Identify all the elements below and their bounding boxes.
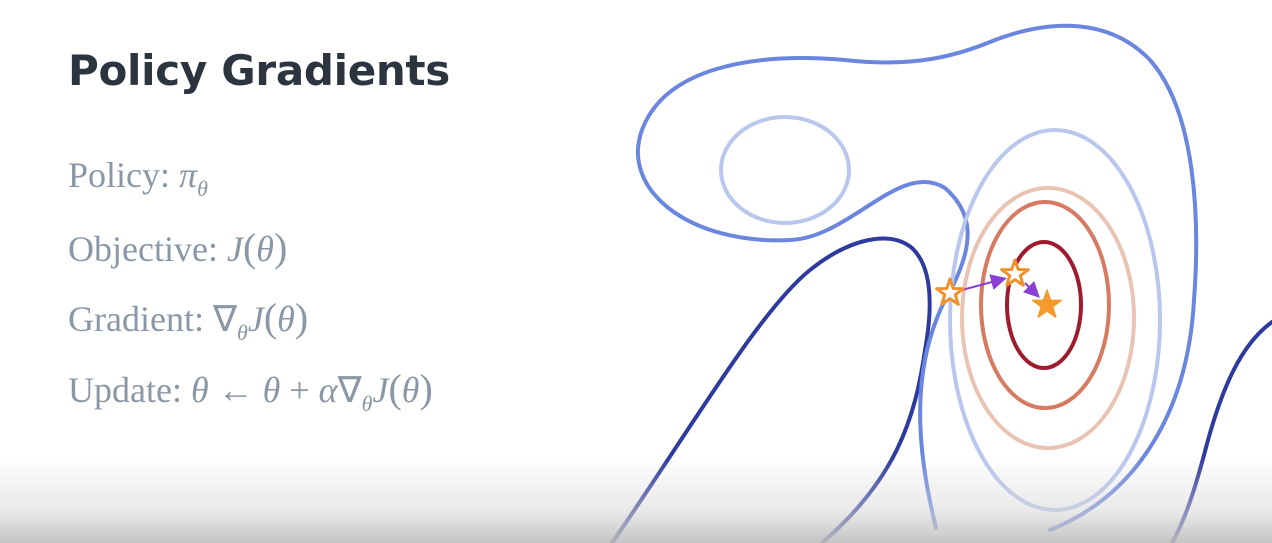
equation-policy: Policy: πθ	[68, 155, 208, 200]
equation-label: Objective:	[68, 229, 218, 269]
contour-line-outer-left	[610, 236, 932, 543]
arrow-icon	[1022, 280, 1040, 298]
contour-line-level-5	[979, 200, 1111, 410]
equation-gradient: Gradient: ∇θJ(θ)	[68, 295, 309, 345]
objective-expression: J(θ)	[226, 225, 288, 270]
page-title: Policy Gradients	[68, 46, 450, 95]
star-filled-icon	[1031, 289, 1063, 318]
equation-objective: Objective: J(θ)	[68, 228, 287, 268]
equation-label: Update:	[68, 370, 182, 410]
contour-line-level-6	[1005, 240, 1083, 370]
contour-loop-secondary-peak	[719, 115, 851, 225]
contour-line-level-2	[635, 23, 1199, 532]
policy-subscript: θ	[197, 176, 208, 201]
equation-update: Update: θ ← θ + α∇θJ(θ)	[68, 366, 433, 416]
policy-symbol: π	[179, 155, 198, 195]
equation-label: Gradient:	[68, 299, 204, 339]
equation-label: Policy:	[68, 155, 171, 195]
contour-line-level-4	[960, 186, 1136, 450]
arrow-icon	[961, 274, 1007, 291]
star-outline-icon	[1000, 258, 1030, 287]
star-outline-icon	[935, 277, 965, 306]
gradient-expression: ∇θJ(θ)	[212, 295, 309, 345]
update-expression: θ ← θ + α∇θJ(θ)	[190, 366, 433, 416]
